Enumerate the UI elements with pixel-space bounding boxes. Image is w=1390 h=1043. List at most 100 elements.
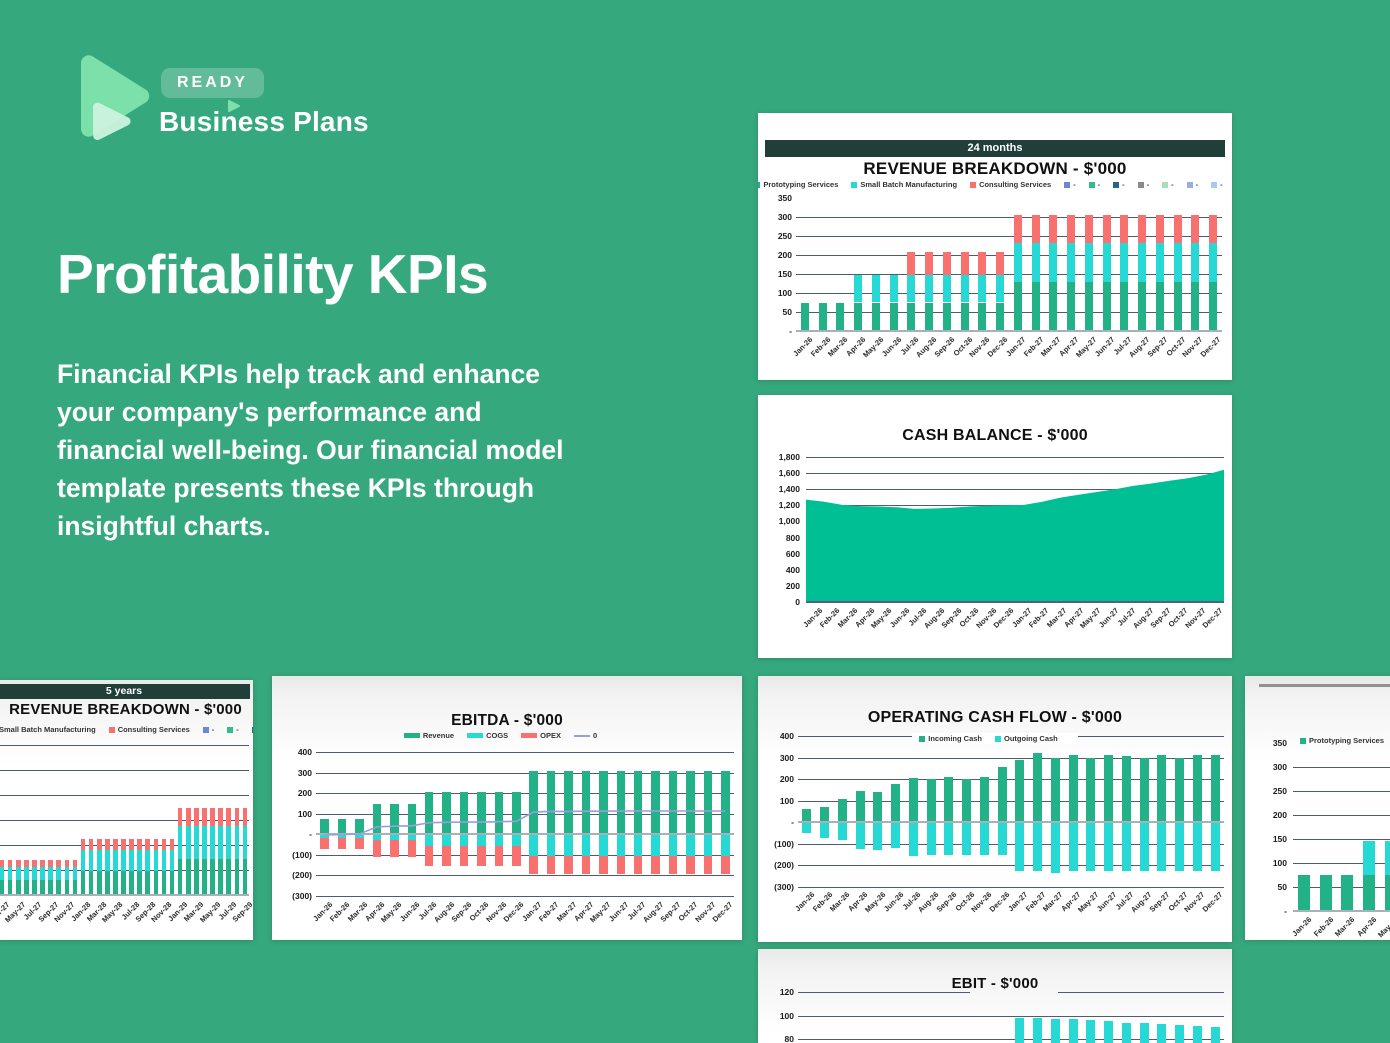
- bar-segment: [320, 834, 329, 839]
- bar-segment: [242, 808, 248, 826]
- gridline: [0, 820, 249, 821]
- legend-item: -: [1064, 180, 1076, 189]
- bar-segment: [121, 850, 126, 871]
- x-axis-line: [798, 821, 1224, 823]
- bar-segment: [1297, 875, 1310, 911]
- y-axis-tick: 300: [1272, 762, 1287, 772]
- bar-segment: [15, 866, 21, 880]
- gridline: [316, 752, 734, 753]
- bar-segment: [1015, 822, 1025, 872]
- legend-item: Small Batch Manufacturing: [851, 180, 957, 189]
- bar-segment: [1210, 755, 1220, 822]
- gridline: [798, 779, 1224, 780]
- legend-item: -: [251, 725, 253, 734]
- bar-segment: [177, 808, 183, 826]
- bar-segment: [1121, 822, 1131, 872]
- gridline: [796, 312, 1222, 313]
- bar-segment: [185, 826, 191, 859]
- bar-segment: [80, 850, 86, 871]
- bar-segment: [1191, 243, 1200, 283]
- gridline: [1293, 839, 1390, 840]
- gridline: [796, 236, 1222, 237]
- legend-swatch-icon: [970, 181, 977, 188]
- bar-segment: [997, 767, 1007, 822]
- y-axis-tick: 1,200: [778, 500, 800, 511]
- bar-segment: [145, 871, 151, 895]
- bar-segment: [1138, 243, 1147, 283]
- y-axis-tick: (200): [774, 860, 794, 870]
- bar-segment: [1049, 243, 1058, 283]
- bar-segment: [1067, 282, 1076, 331]
- bar-segment: [1157, 755, 1167, 822]
- period-badge: 5 years: [0, 684, 250, 699]
- bar-segment: [512, 846, 521, 866]
- bar-segment: [581, 855, 591, 874]
- bar-segment: [1084, 243, 1093, 283]
- bar-segment: [1068, 822, 1078, 872]
- y-axis-tick: 250: [1272, 786, 1287, 796]
- y-axis-tick: 300: [777, 212, 792, 222]
- bar-segment: [1319, 875, 1332, 911]
- bar-segment: [226, 859, 232, 895]
- bar-segment: [372, 840, 382, 857]
- bar-segment: [802, 822, 812, 833]
- bar-segment: [15, 880, 21, 895]
- bar-segment: [407, 804, 417, 834]
- legend-label: -: [1171, 180, 1174, 189]
- chart-card-operating-cash-flow: OPERATING CASH FLOW - $'000 Incoming Cas…: [758, 676, 1232, 942]
- bar-segment: [129, 871, 134, 895]
- gridline: [798, 886, 1224, 888]
- bar-segment: [113, 839, 118, 850]
- bar-segment: [1033, 752, 1043, 822]
- y-axis-tick: 1,600: [778, 468, 800, 479]
- bar-segment: [64, 880, 70, 895]
- bar-segment: [477, 846, 486, 866]
- bar-segment: [32, 860, 37, 867]
- bar-segment: [721, 855, 730, 874]
- bar-segment: [32, 866, 37, 880]
- y-axis-tick: 350: [1272, 738, 1287, 748]
- bar-segment: [15, 860, 21, 867]
- bar-segment: [105, 871, 110, 895]
- bar-segment: [855, 790, 865, 822]
- bar-segment: [234, 859, 240, 895]
- bar-segment: [242, 826, 248, 859]
- bar-segment: [218, 826, 223, 859]
- bar-segment: [129, 839, 134, 850]
- bar-segment: [873, 822, 883, 850]
- bar-segment: [64, 860, 70, 867]
- bar-segment: [337, 834, 347, 839]
- bar-segment: [1191, 215, 1200, 244]
- bar-segment: [633, 771, 643, 834]
- bar-segment: [925, 252, 934, 276]
- x-axis-line: [316, 833, 734, 835]
- bar-segment: [194, 859, 199, 895]
- bar-segment: [177, 826, 183, 859]
- bar-segment: [686, 855, 695, 874]
- chart-legend: Small Batch Manufacturing Consulting Serv…: [0, 725, 253, 734]
- legend-item: 0: [574, 731, 597, 740]
- chart-card-revenue-breakdown-24m: 24 months REVENUE BREAKDOWN - $'000 Prot…: [758, 113, 1232, 380]
- bar-segment: [7, 860, 13, 867]
- bar-segment: [96, 850, 102, 871]
- bar-segment: [942, 302, 951, 331]
- x-axis-label: Apr-26: [1355, 915, 1379, 939]
- bar-segment: [96, 839, 102, 850]
- legend-item: Prototyping Services: [758, 180, 838, 189]
- y-axis-tick: 200: [1272, 810, 1287, 820]
- x-axis-line: [796, 330, 1222, 332]
- bar-segment: [1362, 841, 1375, 875]
- bar-segment: [48, 880, 53, 895]
- bar-segment: [978, 302, 987, 331]
- bar-segment: [616, 834, 626, 856]
- bar-segment: [153, 871, 159, 895]
- legend-label: -: [1220, 180, 1223, 189]
- bar-segment: [202, 859, 207, 895]
- bar-segment: [668, 855, 678, 874]
- y-axis-tick: 50: [782, 307, 792, 317]
- bar-segment: [242, 859, 248, 895]
- y-axis-tick: 250: [777, 231, 792, 241]
- gridline: [796, 274, 1222, 275]
